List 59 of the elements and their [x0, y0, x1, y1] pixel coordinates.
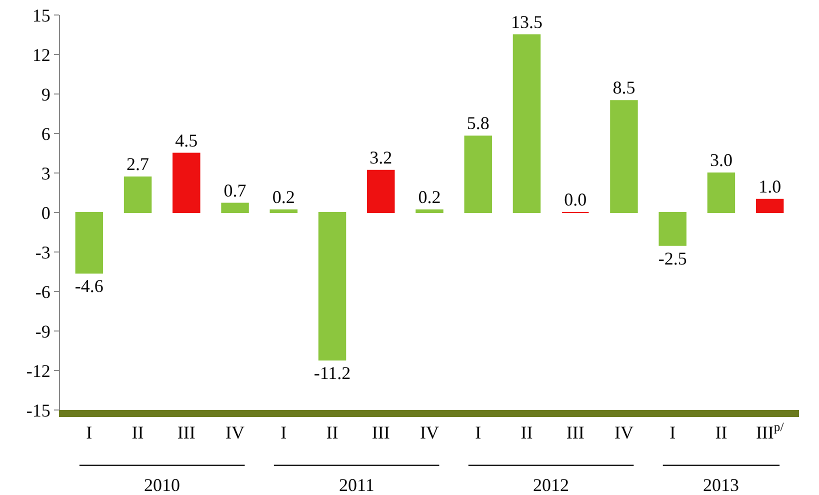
y-tick-label: 0 [41, 202, 50, 223]
y-tick-label: -6 [35, 282, 50, 302]
x-tick-label: I [475, 422, 482, 443]
data-label: -2.5 [658, 248, 687, 268]
data-label: 0.2 [272, 186, 295, 207]
y-tick-label: 9 [41, 84, 50, 104]
bar [512, 34, 541, 213]
data-label: 8.5 [612, 78, 636, 98]
bar [367, 170, 395, 213]
x-tick-label: IV [226, 422, 245, 443]
bar [124, 176, 152, 213]
data-label: 0.7 [224, 180, 246, 200]
data-label: 1.0 [758, 176, 782, 196]
y-tick-label: -9 [35, 321, 50, 342]
bar [756, 198, 784, 213]
data-label: 3.2 [370, 147, 392, 168]
bar [75, 212, 104, 274]
y-tick-label: -15 [26, 400, 50, 420]
y-tick-label: 12 [32, 44, 50, 65]
data-label: 0.0 [564, 190, 587, 210]
x-tick-label: II [132, 422, 144, 443]
text: 2011 [339, 475, 374, 495]
text: 2012 [533, 475, 569, 495]
x-tick-label: I [86, 422, 92, 443]
data-label: 4.5 [175, 130, 198, 150]
bar [707, 172, 736, 213]
data-label: -11.2 [314, 362, 351, 383]
x-tick-label: II [520, 422, 533, 443]
x-tick-label: III [177, 422, 196, 443]
x-tick-label: IV [614, 422, 634, 443]
bar [172, 152, 200, 213]
bar [416, 209, 444, 213]
bar [464, 136, 492, 213]
x-tick-label: II [715, 422, 728, 443]
data-label: 3.0 [710, 150, 732, 170]
x-tick-label: IV [420, 422, 439, 443]
y-tick-label: -3 [35, 242, 50, 262]
data-label: 5.8 [466, 113, 490, 134]
y-tick-label: -12 [26, 360, 50, 381]
bar [270, 209, 298, 213]
data-label: 2.7 [126, 154, 150, 174]
data-label: 0.2 [418, 186, 441, 207]
data-label: -4.6 [74, 276, 104, 296]
y-tick-label: 3 [41, 163, 50, 184]
y-tick-label: 6 [41, 124, 50, 144]
x-tick-label: III [372, 422, 390, 443]
x-tick-label: II [326, 422, 338, 443]
bar [610, 100, 638, 213]
text: 2010 [144, 475, 180, 495]
bar [318, 212, 346, 360]
x-tick-label: III [566, 422, 584, 443]
bar [221, 202, 249, 213]
x-tick-label: I [670, 422, 676, 443]
text: 2013 [703, 475, 739, 495]
x-tick-label: III$^{p/}$ [756, 420, 784, 443]
x-tick-label: I [280, 422, 287, 443]
data-label: 13.5 [510, 12, 542, 32]
bar [658, 212, 686, 246]
y-tick-label: 15 [32, 5, 50, 26]
